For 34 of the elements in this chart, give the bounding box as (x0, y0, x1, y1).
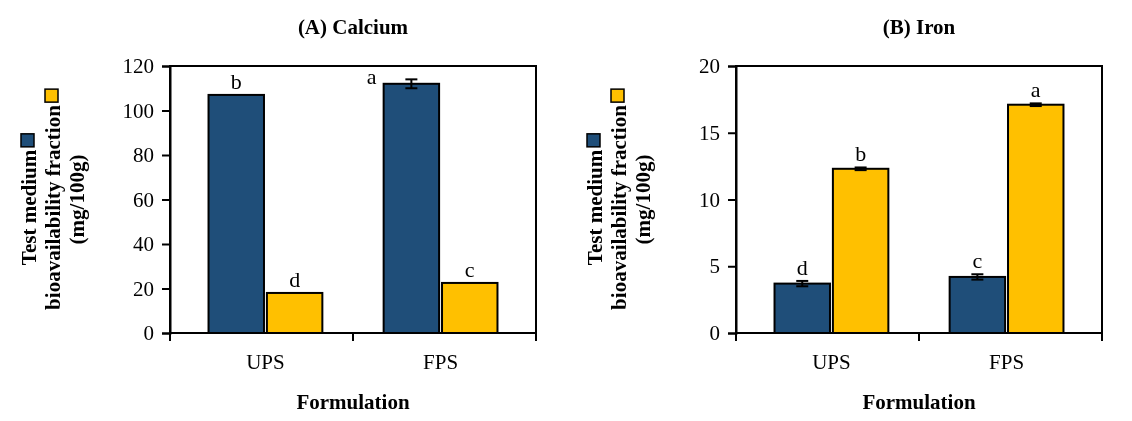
y-tick-label: 120 (122, 54, 154, 79)
x-tick-label: FPS (423, 350, 459, 374)
x-tick-label: UPS (812, 350, 851, 374)
y-tick-label: 20 (699, 54, 720, 79)
y-tick-label: 10 (699, 187, 720, 212)
annotation: a (366, 64, 377, 89)
y-tick-label: 15 (699, 120, 720, 145)
y-tick-label: 60 (133, 187, 154, 212)
x-tick-label: UPS (246, 350, 285, 374)
annotation: c (972, 248, 983, 274)
chart-title: (B) Iron (882, 15, 956, 39)
y-axis-title: (mg/100g) (631, 154, 655, 245)
y-tick-label: 80 (133, 143, 154, 168)
y-tick-label: 0 (143, 321, 154, 346)
annotation: d (796, 254, 808, 280)
legend-label: Test medium (583, 149, 607, 266)
y-tick-label: 0 (709, 321, 720, 346)
annotation: d (289, 266, 301, 292)
legend-label: bioavailability fraction (607, 104, 631, 310)
legend-label: bioavailability fraction (41, 104, 65, 310)
y-axis-title: (mg/100g) (65, 154, 89, 245)
x-axis-title: Formulation (296, 390, 410, 414)
x-tick-label: FPS (989, 350, 1025, 374)
y-tick-label: 5 (709, 254, 720, 279)
x-axis-title: Formulation (862, 390, 976, 414)
chart-title: (A) Calcium (297, 15, 409, 39)
annotation: a (1030, 77, 1041, 103)
annotation: b (855, 141, 867, 167)
legend-label: Test medium (17, 149, 41, 266)
annotation: b (230, 68, 242, 94)
y-tick-label: 20 (133, 276, 154, 301)
y-tick-label: 40 (133, 232, 154, 257)
y-tick-label: 100 (122, 98, 154, 123)
annotation: c (464, 256, 475, 282)
